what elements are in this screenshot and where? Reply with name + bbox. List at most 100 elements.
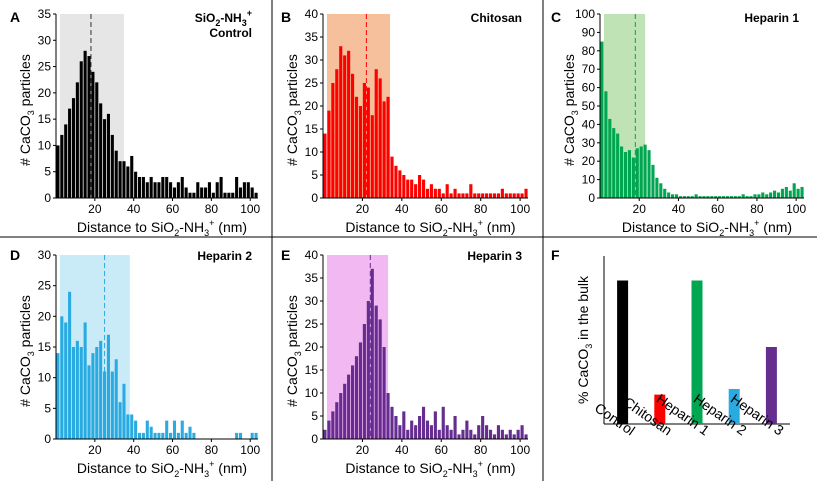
panel-letter: E — [281, 247, 290, 263]
x-tick-label: 100 — [786, 202, 806, 216]
histogram-bar — [378, 319, 382, 439]
y-tick-label: 5 — [44, 165, 51, 179]
histogram-bar — [95, 82, 99, 198]
histogram-bar — [79, 61, 83, 198]
y-tick-label: 5 — [311, 168, 318, 182]
y-tick-label: 30 — [38, 248, 52, 262]
x-tick-label: 80 — [205, 443, 219, 457]
histogram-bar — [682, 196, 686, 198]
x-tick-label: 40 — [395, 443, 409, 457]
histogram-bar — [347, 50, 351, 198]
histogram-bar — [374, 305, 378, 439]
histogram-bar — [192, 432, 196, 439]
histogram-bar — [204, 187, 208, 198]
histogram-bar — [87, 365, 91, 439]
x-tick-label: 100 — [240, 443, 260, 457]
histogram-bar — [64, 124, 68, 198]
histogram-bar — [114, 150, 118, 198]
histogram-bar — [134, 420, 138, 439]
y-tick-label: 5 — [44, 401, 51, 415]
histogram-bar — [68, 108, 72, 198]
histogram-bar — [196, 182, 200, 198]
y-tick-label: 35 — [305, 271, 319, 285]
histogram-bar — [91, 71, 95, 198]
histogram-bar — [382, 347, 386, 439]
histogram-bar — [215, 182, 219, 198]
histogram-bar — [331, 411, 335, 439]
histogram-bar — [492, 434, 497, 439]
histogram-bar — [231, 192, 235, 198]
histogram-bar — [110, 134, 114, 198]
histogram-bar — [465, 193, 469, 198]
histogram-bar — [180, 176, 184, 198]
histogram-bar — [608, 118, 612, 198]
histogram-bar — [161, 432, 165, 439]
y-tick-label: 20 — [38, 309, 52, 323]
y-axis-title: % CaCO3 in the bulk — [575, 275, 594, 404]
histogram-bar — [445, 184, 449, 198]
histogram-bar — [350, 73, 355, 198]
histogram-bar — [250, 187, 254, 198]
histogram-bar — [453, 188, 457, 198]
histogram-bar — [757, 194, 761, 198]
x-tick-label: 60 — [435, 443, 449, 457]
histogram-bar — [386, 393, 390, 439]
histogram-bar — [737, 196, 741, 198]
histogram-bar — [110, 371, 114, 439]
histogram-bar — [370, 268, 374, 439]
histogram-bar — [690, 196, 694, 198]
histogram-bar — [227, 192, 231, 198]
histogram-bar — [465, 420, 469, 439]
histogram-bar — [75, 340, 79, 439]
histogram-bar — [414, 184, 418, 198]
histogram-bar — [103, 371, 107, 439]
x-axis-title: Distance to SiO2-NH3+ (nm) — [345, 459, 515, 479]
histogram-bar — [374, 69, 378, 198]
histogram-bar — [390, 406, 394, 439]
histogram-bar — [461, 193, 465, 198]
x-axis-title: Distance to SiO2-NH3+ (nm) — [77, 459, 247, 479]
histogram-bar — [362, 324, 366, 439]
bulk-bar — [765, 347, 777, 424]
histogram-bar — [694, 194, 698, 198]
histogram-bar — [211, 192, 215, 198]
histogram-bar — [235, 176, 239, 198]
panel-subtitle: Control — [209, 26, 252, 40]
histogram-bar — [99, 103, 103, 198]
histogram-bar — [425, 420, 430, 439]
histogram-bar — [95, 347, 99, 439]
histogram-bar — [796, 188, 800, 198]
x-axis-title: Distance to SiO2-NH3+ (nm) — [77, 218, 247, 238]
histogram-bar — [106, 334, 110, 439]
y-axis-title: # CaCO3 particles — [17, 54, 36, 166]
y-tick-label: 0 — [44, 432, 51, 446]
histogram-bar — [242, 182, 246, 198]
y-tick-label: 25 — [38, 279, 52, 293]
histogram-bar — [496, 425, 501, 439]
histogram-bar — [600, 41, 604, 198]
histogram-bar — [477, 425, 481, 439]
panel-title: SiO2-NH3+ — [195, 8, 252, 28]
histogram-bar — [508, 429, 512, 439]
histogram-bar — [710, 196, 714, 198]
histogram-bar — [358, 342, 363, 439]
panel-letter: F — [551, 247, 560, 263]
histogram-bar — [655, 177, 659, 198]
histogram-bar — [378, 78, 382, 198]
panel-letter: D — [10, 247, 20, 263]
histogram-bar — [647, 150, 651, 198]
histogram-bar — [631, 157, 635, 198]
histogram-bar — [390, 156, 394, 198]
histogram-bar — [60, 316, 64, 439]
histogram-bar — [354, 356, 359, 439]
y-axis-title: # CaCO3 particles — [284, 295, 303, 407]
histogram-bar — [433, 411, 437, 439]
y-tick-label: 80 — [582, 44, 596, 58]
histogram-bar — [469, 184, 473, 198]
y-tick-label: 30 — [305, 53, 319, 67]
histogram-bar — [114, 359, 118, 439]
histogram-bar — [441, 406, 445, 439]
y-tick-label: 10 — [38, 371, 52, 385]
histogram-bar — [761, 192, 765, 198]
